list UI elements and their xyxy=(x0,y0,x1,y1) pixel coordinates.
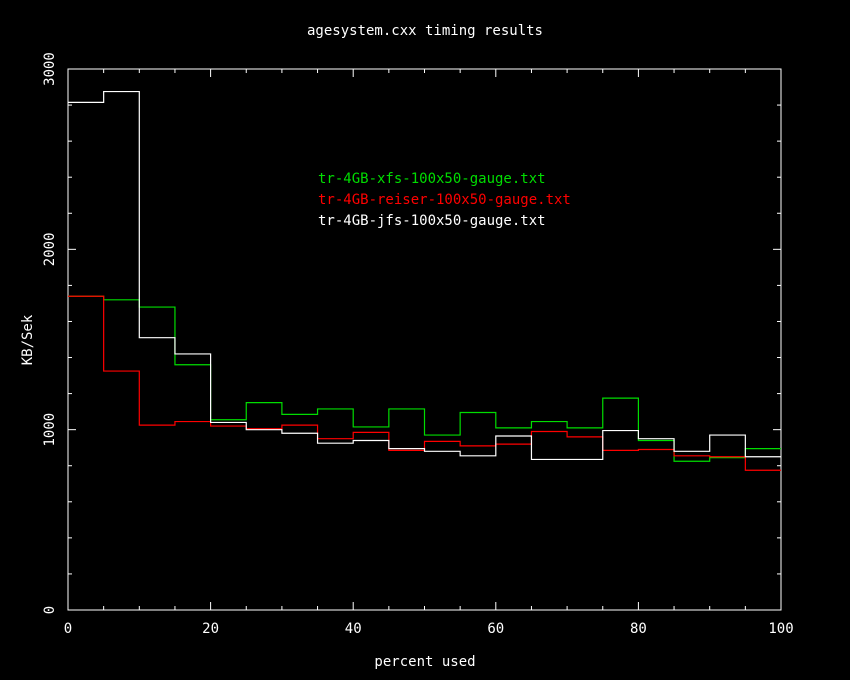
y-tick-label: 1000 xyxy=(42,413,58,447)
y-tick-label: 2000 xyxy=(42,232,58,266)
x-tick-label: 60 xyxy=(487,621,504,637)
y-tick-label: 3000 xyxy=(42,52,58,86)
chart-title: agesystem.cxx timing results xyxy=(307,23,543,39)
x-tick-label: 100 xyxy=(768,621,793,637)
x-tick-label: 20 xyxy=(202,621,219,637)
y-tick-label: 0 xyxy=(42,606,58,614)
y-axis-label: KB/Sek xyxy=(20,314,36,365)
series-line-1 xyxy=(68,295,781,471)
legend-entry-1: tr-4GB-reiser-100x50-gauge.txt xyxy=(318,192,571,208)
x-tick-label: 0 xyxy=(64,621,72,637)
legend-entry-2: tr-4GB-jfs-100x50-gauge.txt xyxy=(318,213,546,229)
legend: tr-4GB-xfs-100x50-gauge.txt tr-4GB-reiser… xyxy=(318,171,571,229)
x-tick-label: 40 xyxy=(345,621,362,637)
series-line-0 xyxy=(68,295,781,462)
x-tick-label: 80 xyxy=(630,621,647,637)
axis-ticks xyxy=(67,68,782,611)
legend-entry-0: tr-4GB-xfs-100x50-gauge.txt xyxy=(318,171,546,187)
x-axis-label: percent used xyxy=(374,654,475,670)
series-line-2 xyxy=(68,90,781,461)
series-layer xyxy=(68,90,781,471)
